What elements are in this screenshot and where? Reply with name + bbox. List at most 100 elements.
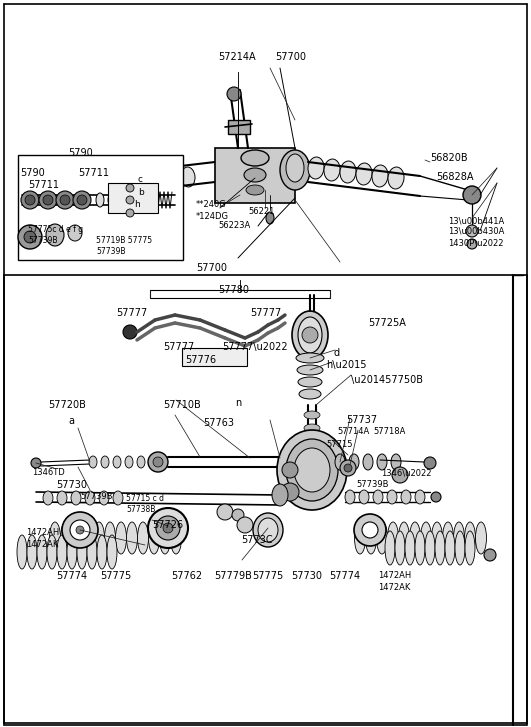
Circle shape (424, 457, 436, 469)
Ellipse shape (455, 531, 465, 565)
Ellipse shape (167, 169, 181, 188)
Ellipse shape (126, 522, 138, 554)
Text: 57737: 57737 (346, 415, 377, 425)
Ellipse shape (294, 448, 330, 492)
Ellipse shape (77, 535, 87, 569)
Text: 57714A: 57714A (337, 427, 369, 436)
Ellipse shape (465, 522, 475, 554)
Text: 1430P\u2022: 1430P\u2022 (448, 238, 503, 247)
Circle shape (77, 195, 87, 205)
Ellipse shape (153, 170, 167, 190)
Text: 57715: 57715 (326, 440, 353, 449)
Ellipse shape (465, 531, 475, 565)
Ellipse shape (68, 225, 82, 241)
Ellipse shape (113, 491, 123, 505)
Text: 57718A: 57718A (373, 427, 405, 436)
Ellipse shape (304, 438, 320, 446)
Ellipse shape (280, 150, 310, 190)
Ellipse shape (409, 522, 421, 554)
Ellipse shape (97, 176, 111, 196)
Ellipse shape (345, 490, 355, 504)
Ellipse shape (272, 484, 288, 506)
Circle shape (24, 231, 36, 243)
Ellipse shape (298, 317, 322, 353)
Ellipse shape (246, 185, 264, 195)
Ellipse shape (258, 518, 278, 542)
Circle shape (27, 195, 43, 211)
Ellipse shape (87, 535, 97, 569)
Ellipse shape (363, 454, 373, 470)
Text: 57776: 57776 (185, 355, 216, 365)
Circle shape (123, 325, 137, 339)
Ellipse shape (296, 353, 324, 363)
Ellipse shape (244, 168, 266, 182)
Ellipse shape (308, 157, 324, 179)
Ellipse shape (391, 454, 401, 470)
Ellipse shape (93, 522, 105, 554)
Text: 57739B: 57739B (96, 247, 125, 256)
Ellipse shape (138, 522, 149, 554)
Circle shape (354, 514, 386, 546)
Ellipse shape (57, 535, 67, 569)
Ellipse shape (377, 454, 387, 470)
Circle shape (227, 87, 241, 101)
Bar (18, 155, 183, 260)
Ellipse shape (107, 535, 117, 569)
Circle shape (126, 196, 134, 204)
Text: 57739B: 57739B (80, 492, 113, 501)
Text: 1472AK: 1472AK (26, 540, 58, 549)
Circle shape (21, 191, 39, 209)
Ellipse shape (27, 535, 37, 569)
Ellipse shape (120, 193, 128, 207)
Ellipse shape (432, 522, 442, 554)
Circle shape (362, 522, 378, 538)
Circle shape (18, 225, 42, 249)
Ellipse shape (71, 491, 81, 505)
Circle shape (43, 195, 53, 205)
Ellipse shape (349, 454, 359, 470)
Ellipse shape (286, 154, 304, 182)
Ellipse shape (335, 454, 345, 470)
Text: 57730: 57730 (291, 571, 322, 581)
Circle shape (76, 526, 84, 534)
Circle shape (466, 225, 478, 237)
Ellipse shape (304, 411, 320, 419)
Circle shape (392, 467, 408, 483)
Ellipse shape (340, 161, 356, 183)
Text: 57715 c d: 57715 c d (126, 494, 164, 503)
Ellipse shape (144, 193, 152, 207)
Circle shape (148, 508, 188, 548)
Ellipse shape (425, 531, 435, 565)
Text: 57775c d e f g: 57775c d e f g (28, 225, 83, 234)
Circle shape (237, 517, 253, 533)
Ellipse shape (415, 531, 425, 565)
Text: 1346TD: 1346TD (32, 468, 65, 477)
Circle shape (156, 516, 180, 540)
Ellipse shape (304, 452, 320, 460)
Text: 57779B: 57779B (214, 571, 252, 581)
Ellipse shape (111, 174, 125, 195)
Circle shape (126, 184, 134, 192)
Text: *124DG: *124DG (196, 212, 229, 221)
Ellipse shape (266, 212, 274, 224)
Circle shape (25, 195, 35, 205)
Text: n: n (235, 398, 241, 408)
Ellipse shape (113, 456, 121, 468)
Ellipse shape (17, 535, 27, 569)
Ellipse shape (475, 522, 486, 554)
Text: 57214A: 57214A (218, 52, 255, 62)
Text: 1346\u2022: 1346\u2022 (381, 468, 432, 477)
Circle shape (467, 239, 477, 249)
Ellipse shape (170, 522, 182, 554)
Text: 56223A: 56223A (218, 221, 250, 230)
Text: 56820B: 56820B (430, 153, 468, 163)
Circle shape (126, 209, 134, 217)
Text: 57763: 57763 (203, 418, 234, 428)
Circle shape (56, 191, 74, 209)
Ellipse shape (359, 490, 369, 504)
Ellipse shape (61, 522, 72, 554)
Text: 57780: 57780 (218, 285, 249, 295)
Circle shape (484, 549, 496, 561)
Text: 57777\u2022: 57777\u2022 (222, 342, 288, 352)
Ellipse shape (304, 466, 320, 474)
